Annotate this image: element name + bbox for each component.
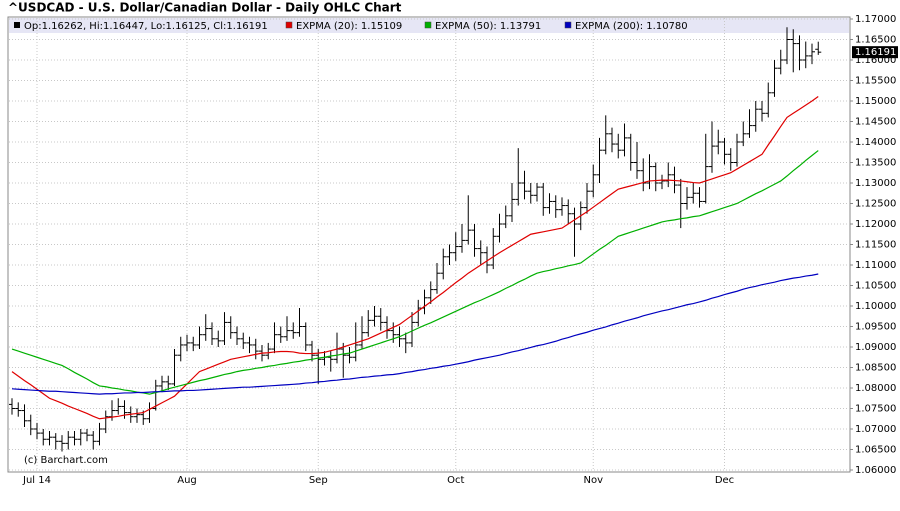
legend-swatch [14, 22, 20, 28]
ohlc-legend: Op:1.16262, Hi:1.16447, Lo:1.16125, Cl:1… [24, 21, 268, 32]
chart-title: ^USDCAD - U.S. Dollar/Canadian Dollar - … [8, 1, 402, 15]
x-tick-label: Jul 14 [22, 475, 51, 486]
y-tick-label: 1.10000 [855, 301, 896, 312]
y-tick-label: 1.17000 [855, 14, 896, 25]
y-tick-label: 1.09500 [855, 322, 896, 333]
x-tick-label: Nov [583, 475, 603, 486]
y-tick-label: 1.11500 [855, 240, 896, 251]
y-tick-label: 1.12500 [855, 199, 896, 210]
y-tick-label: 1.11000 [855, 260, 896, 271]
legend-swatch [424, 21, 432, 29]
y-tick-label: 1.10500 [855, 281, 896, 292]
x-tick-label: Dec [715, 475, 734, 486]
ema-line [11, 150, 819, 395]
y-tick-label: 1.16000 [855, 55, 896, 66]
y-tick-label: 1.14500 [855, 117, 896, 128]
legend-label: EXPMA (20): 1.15109 [296, 21, 402, 32]
x-tick-label: Sep [309, 475, 328, 486]
y-tick-label: 1.13000 [855, 178, 896, 189]
last-price-label: 1.16191 [855, 47, 896, 58]
watermark: (c) Barchart.com [24, 455, 108, 466]
legend-label: EXPMA (50): 1.13791 [435, 21, 541, 32]
y-tick-label: 1.15000 [855, 96, 896, 107]
y-tick-label: 1.08500 [855, 363, 896, 374]
x-tick-label: Aug [177, 475, 197, 486]
y-tick-label: 1.13500 [855, 158, 896, 169]
y-tick-label: 1.12000 [855, 219, 896, 230]
x-tick-label: Oct [447, 475, 464, 486]
y-tick-label: 1.14000 [855, 137, 896, 148]
y-tick-label: 1.06000 [855, 465, 896, 476]
y-tick-label: 1.16500 [855, 35, 896, 46]
ema-line [11, 96, 819, 420]
legend-swatch [564, 21, 572, 29]
y-tick-label: 1.15500 [855, 76, 896, 87]
legend-label: EXPMA (200): 1.10780 [575, 21, 688, 32]
y-tick-label: 1.09000 [855, 342, 896, 353]
y-tick-label: 1.07500 [855, 404, 896, 415]
ema-line [11, 273, 819, 395]
y-tick-label: 1.07000 [855, 424, 896, 435]
legend-swatch [285, 21, 293, 29]
y-tick-label: 1.06500 [855, 445, 896, 456]
y-tick-label: 1.08000 [855, 383, 896, 394]
last-price-box [852, 46, 898, 59]
